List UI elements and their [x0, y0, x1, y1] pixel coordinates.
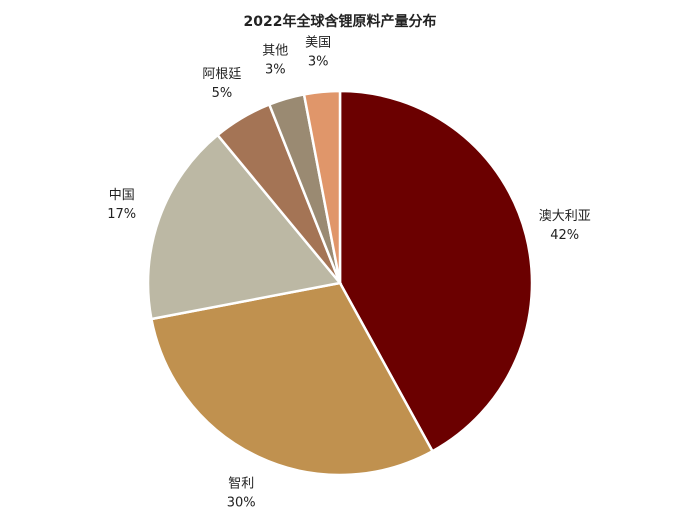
slice-label: 智利 [228, 476, 254, 491]
slice-label: 澳大利亚 [539, 208, 591, 224]
value-label: 3% [265, 63, 286, 78]
slice-label: 阿根廷 [202, 67, 241, 82]
slice-label: 中国 [109, 188, 135, 203]
slice-label: 其他 [262, 44, 288, 59]
pie-slice [149, 281, 435, 477]
pie-slice [146, 133, 343, 321]
pie-slice [338, 89, 534, 453]
value-label: 30% [227, 495, 256, 510]
pie-slice [302, 89, 342, 284]
slice-label: 美国 [305, 36, 331, 51]
value-label: 5% [212, 86, 233, 101]
value-label: 3% [308, 55, 329, 70]
value-label: 42% [550, 228, 579, 243]
value-label: 17% [107, 207, 136, 222]
chart-title: 2022年全球含锂原料产量分布 [244, 13, 437, 30]
